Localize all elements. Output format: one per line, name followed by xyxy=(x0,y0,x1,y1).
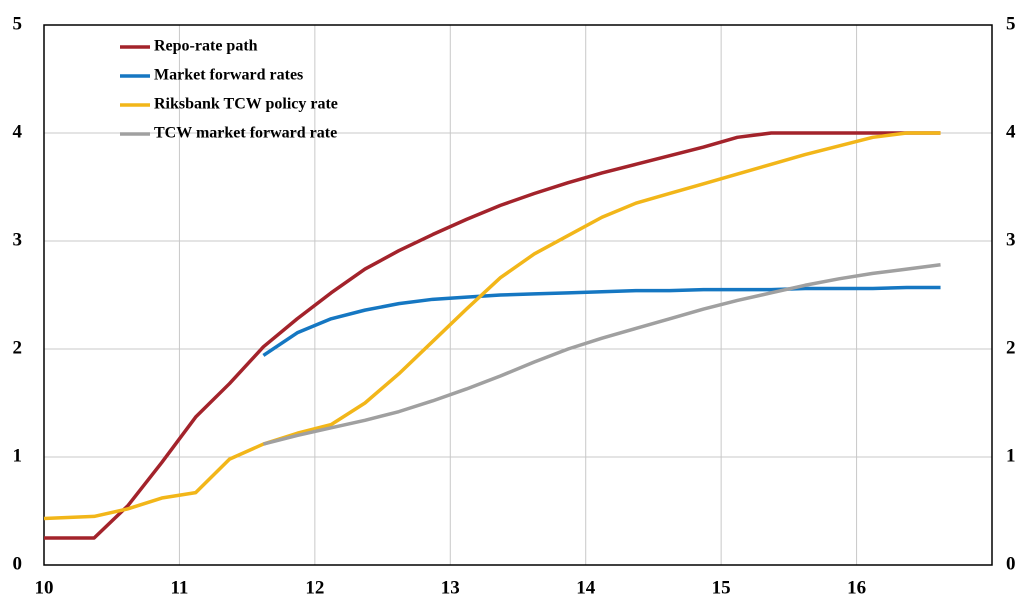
x-tick-label: 11 xyxy=(170,577,188,598)
x-tick-label: 15 xyxy=(712,577,731,598)
y2-tick-label: 3 xyxy=(1006,229,1016,250)
x-tick-label: 13 xyxy=(441,577,460,598)
y-tick-label: 4 xyxy=(13,121,23,142)
series-line xyxy=(262,263,941,446)
y2-tick-label: 2 xyxy=(1006,337,1016,358)
legend-label: Repo-rate path xyxy=(154,38,258,55)
x-tick-label: 12 xyxy=(305,577,324,598)
plot-frame xyxy=(43,24,993,566)
series-line xyxy=(43,131,941,521)
y-tick-label: 3 xyxy=(13,229,23,250)
series-line xyxy=(262,285,941,357)
series-line xyxy=(44,131,941,540)
legend-label: Riksbank TCW policy rate xyxy=(154,96,338,113)
y2-tick-label: 5 xyxy=(1006,13,1016,34)
legend-label: Market forward rates xyxy=(154,67,303,84)
legend-label: TCW market forward rate xyxy=(154,125,337,142)
x-tick-label: 10 xyxy=(35,577,54,598)
y2-tick-label: 1 xyxy=(1006,445,1016,466)
y2-tick-label: 4 xyxy=(1006,121,1016,142)
y2-tick-label: 0 xyxy=(1006,553,1016,574)
y-tick-label: 0 xyxy=(13,553,23,574)
x-tick-label: 16 xyxy=(847,577,866,598)
y-tick-label: 2 xyxy=(13,337,23,358)
y-tick-label: 1 xyxy=(13,445,23,466)
y-tick-label: 5 xyxy=(13,13,23,34)
x-tick-label: 14 xyxy=(576,577,596,598)
